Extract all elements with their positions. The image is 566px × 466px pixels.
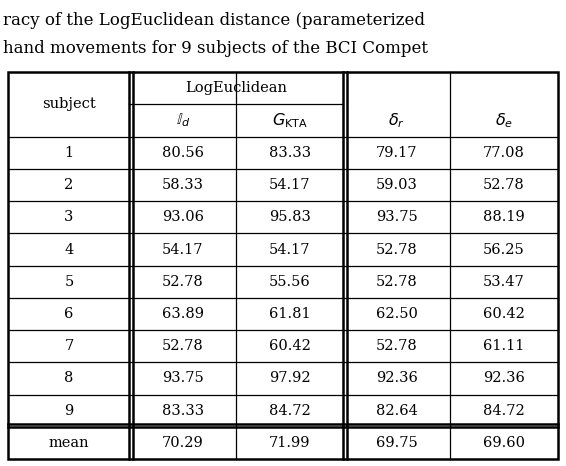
Text: 93.75: 93.75 — [162, 371, 204, 385]
Text: 2: 2 — [65, 178, 74, 192]
Text: 60.42: 60.42 — [269, 339, 311, 353]
Text: 54.17: 54.17 — [269, 242, 311, 256]
Text: 52.78: 52.78 — [162, 275, 204, 289]
Text: 4: 4 — [65, 242, 74, 256]
Text: 83.33: 83.33 — [162, 404, 204, 418]
Text: 61.81: 61.81 — [269, 307, 311, 321]
Text: 70.29: 70.29 — [162, 436, 204, 450]
Text: 9: 9 — [65, 404, 74, 418]
Text: 5: 5 — [65, 275, 74, 289]
Text: $\delta_r$: $\delta_r$ — [388, 111, 405, 130]
Bar — [8, 72, 558, 459]
Text: 52.78: 52.78 — [376, 242, 418, 256]
Text: 58.33: 58.33 — [162, 178, 204, 192]
Text: 62.50: 62.50 — [376, 307, 418, 321]
Text: 52.78: 52.78 — [162, 339, 204, 353]
Text: 60.42: 60.42 — [483, 307, 525, 321]
Text: 71.99: 71.99 — [269, 436, 311, 450]
Text: mean: mean — [49, 436, 89, 450]
Text: hand movements for 9 subjects of the BCI Compet: hand movements for 9 subjects of the BCI… — [3, 40, 428, 56]
Text: 52.78: 52.78 — [376, 275, 418, 289]
Text: 92.36: 92.36 — [483, 371, 525, 385]
Text: 63.89: 63.89 — [162, 307, 204, 321]
Text: 6: 6 — [64, 307, 74, 321]
Text: 69.60: 69.60 — [483, 436, 525, 450]
Text: 69.75: 69.75 — [376, 436, 418, 450]
Text: 8: 8 — [64, 371, 74, 385]
Text: 54.17: 54.17 — [162, 242, 204, 256]
Text: 88.19: 88.19 — [483, 210, 525, 224]
Text: 59.03: 59.03 — [376, 178, 418, 192]
Text: 55.56: 55.56 — [269, 275, 311, 289]
Text: $\delta_e$: $\delta_e$ — [495, 111, 513, 130]
Text: 77.08: 77.08 — [483, 146, 525, 160]
Text: 93.75: 93.75 — [376, 210, 418, 224]
Text: 80.56: 80.56 — [162, 146, 204, 160]
Text: 84.72: 84.72 — [483, 404, 525, 418]
Text: 56.25: 56.25 — [483, 242, 525, 256]
Text: $\mathbb{I}_d$: $\mathbb{I}_d$ — [175, 112, 190, 130]
Text: 53.47: 53.47 — [483, 275, 525, 289]
Text: 79.17: 79.17 — [376, 146, 418, 160]
Text: 7: 7 — [65, 339, 74, 353]
Text: subject: subject — [42, 97, 96, 111]
Text: 54.17: 54.17 — [269, 178, 311, 192]
Text: 61.11: 61.11 — [483, 339, 525, 353]
Text: 82.64: 82.64 — [376, 404, 418, 418]
Text: 93.06: 93.06 — [162, 210, 204, 224]
Text: 52.78: 52.78 — [483, 178, 525, 192]
Text: 84.72: 84.72 — [269, 404, 311, 418]
Text: $\mathit{G}_{\mathrm{KTA}}$: $\mathit{G}_{\mathrm{KTA}}$ — [272, 111, 308, 130]
Text: 92.36: 92.36 — [376, 371, 418, 385]
Text: 95.83: 95.83 — [269, 210, 311, 224]
Text: 97.92: 97.92 — [269, 371, 311, 385]
Text: 52.78: 52.78 — [376, 339, 418, 353]
Text: LogEuclidean: LogEuclidean — [185, 82, 288, 96]
Text: 3: 3 — [64, 210, 74, 224]
Text: 83.33: 83.33 — [269, 146, 311, 160]
Text: 1: 1 — [65, 146, 74, 160]
Text: racy of the LogEuclidean distance (parameterized: racy of the LogEuclidean distance (param… — [3, 12, 425, 28]
